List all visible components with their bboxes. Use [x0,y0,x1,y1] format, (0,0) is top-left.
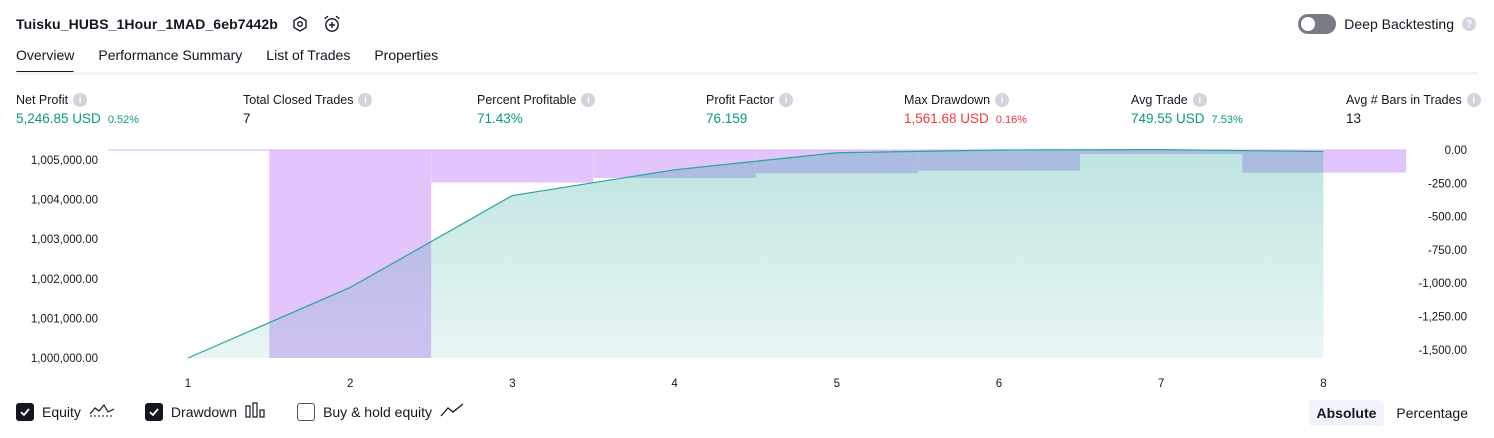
metric-label: Max Drawdown [904,93,991,107]
x-axis-tick: 2 [347,378,353,390]
metric-value: 749.55 USD [1131,111,1205,126]
legend-label: Equity [42,403,81,420]
metric-total-closed-trades: Total Closed Trades i 7 [243,93,373,126]
buy-hold-line-icon [440,402,464,421]
metric-pct: 0.52% [107,114,140,126]
equity-line [187,149,1324,359]
left-axis-tick: 1,005,000.00 [31,155,98,167]
x-axis-tick: 4 [671,378,678,390]
alarm-plus-icon[interactable] [322,14,342,34]
metric-value: 71.43% [477,111,523,126]
deep-backtesting-label: Deep Backtesting [1344,16,1454,32]
metric-avg-trade: Avg Trade i 749.55 USD 7.53% [1131,93,1243,126]
right-axis-tick: -750.00 [1428,245,1467,257]
legend-buy-hold[interactable]: Buy & hold equity [297,402,464,421]
metric-pct: 0.16% [995,114,1028,126]
legend-drawdown[interactable]: Drawdown [144,402,267,421]
deep-backtesting: Deep Backtesting ? [1298,12,1476,36]
right-axis-tick: 0.00 [1445,145,1467,157]
metric-pct: 7.53% [1211,114,1243,126]
info-icon[interactable]: i [1192,93,1207,107]
right-axis-tick: -1,000.00 [1418,278,1467,290]
tab-properties[interactable]: Properties [374,47,439,63]
left-axis-tick: 1,001,000.00 [31,313,98,325]
left-axis-tick: 1,000,000.00 [31,353,98,365]
metric-net-profit: Net Profit i 5,246.85 USD 0.52% [16,93,139,126]
metric-avg-bars-in-trades: Avg # Bars in Trades i 13 [1346,93,1481,126]
metric-value: 13 [1346,111,1362,126]
info-icon[interactable]: i [73,93,88,107]
right-axis-tick: -500.00 [1428,212,1467,224]
info-icon[interactable]: i [581,93,596,107]
x-axis-tick: 7 [1158,378,1164,390]
metric-profit-factor: Profit Factor i 76.159 [706,93,794,126]
right-axis-tick: -1,500.00 [1418,345,1467,357]
x-axis-tick: 8 [1320,378,1326,390]
metric-label: Avg Trade [1131,93,1188,107]
x-axis-tick: 3 [509,378,515,390]
drawdown-bars-icon [245,402,267,421]
tabs-divider [16,72,1478,75]
metric-value: 7 [243,111,251,126]
help-icon[interactable]: ? [1462,17,1476,31]
equity-area [188,149,1324,358]
tab-performance-summary[interactable]: Performance Summary [98,47,243,63]
legend-equity[interactable]: Equity [16,402,115,421]
metric-percent-profitable: Percent Profitable i 71.43% [477,93,596,126]
tabs: Overview Performance Summary List of Tra… [16,47,439,74]
toggle-knob [1301,17,1316,31]
axes-layer: 1,000,000.00 1,001,000.00 1,002,000.00 1,00… [31,145,1467,390]
info-icon[interactable]: i [779,93,794,107]
legend-label: Buy & hold equity [323,403,433,420]
metric-label: Avg # Bars in Trades [1346,93,1462,107]
buy-hold-checkbox[interactable] [297,402,316,421]
left-axis-tick: 1,002,000.00 [31,274,98,286]
metric-value: 1,561.68 USD [904,111,989,126]
strategy-header: Tuisku_HUBS_1Hour_1MAD_6eb7442b [16,12,342,36]
metric-value: 5,246.85 USD [16,111,101,126]
settings-icon[interactable] [290,14,310,34]
metric-label: Percent Profitable [477,93,577,107]
drawdown-checkbox[interactable] [144,402,163,421]
info-icon[interactable]: i [995,93,1010,107]
mode-percentage[interactable]: Percentage [1396,405,1468,421]
right-axis-tick: -250.00 [1428,178,1467,190]
metric-label: Total Closed Trades [243,93,354,107]
info-icon[interactable]: i [358,93,373,107]
chart-legend: Equity Drawdown Buy & hold equity [16,402,494,421]
right-axis-tick: -1,250.00 [1418,311,1467,323]
value-mode-switch: Absolute Percentage [1308,400,1477,426]
equity-layer [187,149,1324,359]
x-axis-tick: 1 [185,378,191,390]
drawdown-bar [431,150,594,183]
deep-backtesting-toggle[interactable] [1298,14,1337,34]
metric-max-drawdown: Max Drawdown i 1,561.68 USD 0.16% [904,93,1027,126]
equity-drawdown-chart[interactable]: 1,000,000.00 1,001,000.00 1,002,000.00 1,00… [0,140,1494,400]
metric-label: Profit Factor [706,93,775,107]
x-axis-tick: 6 [996,378,1002,390]
equity-wave-icon [89,402,115,421]
left-axis-tick: 1,003,000.00 [31,234,98,246]
legend-label: Drawdown [170,403,238,420]
metric-label: Net Profit [16,93,69,107]
tab-list-of-trades[interactable]: List of Trades [266,47,351,63]
left-axis-tick: 1,004,000.00 [31,195,98,207]
mode-absolute[interactable]: Absolute [1308,400,1385,426]
strategy-title: Tuisku_HUBS_1Hour_1MAD_6eb7442b [16,16,278,32]
x-axis-tick: 5 [834,378,840,390]
metric-value: 76.159 [706,111,748,126]
equity-checkbox[interactable] [16,402,34,421]
tab-overview[interactable]: Overview [16,47,75,74]
info-icon[interactable]: i [1466,93,1481,107]
